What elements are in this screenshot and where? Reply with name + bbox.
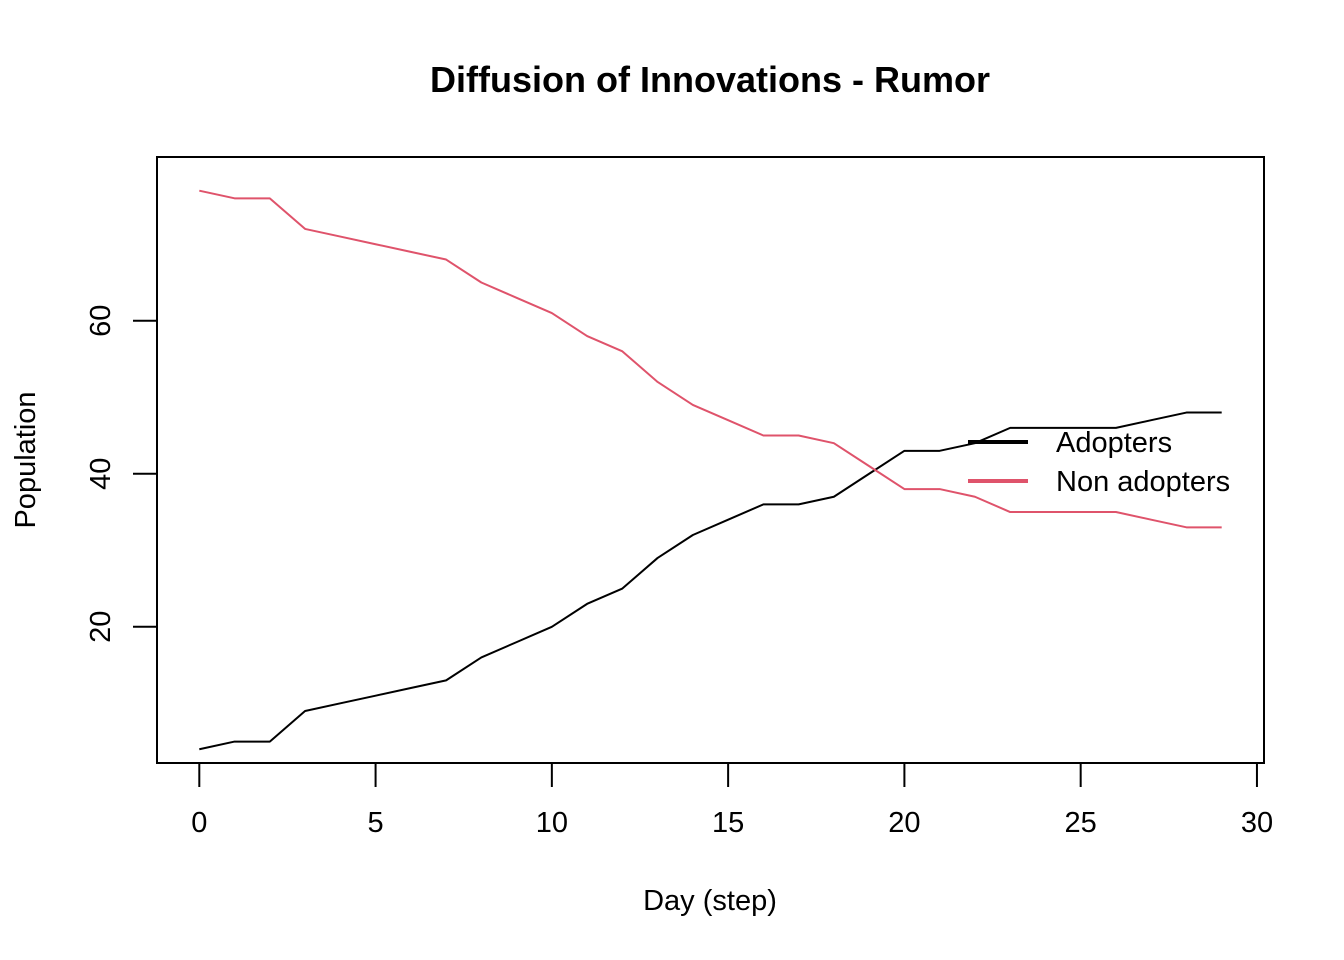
series-group	[199, 189, 1222, 751]
y-tick-label-0: 20	[85, 611, 117, 643]
x-axis-label: Day (step)	[643, 885, 777, 917]
x-tick-label-6: 30	[1241, 807, 1273, 839]
series-line-1	[199, 189, 1222, 529]
chart-title: Diffusion of Innovations - Rumor	[430, 59, 990, 100]
x-tick-label-3: 15	[712, 807, 744, 839]
legend: Adopters Non adopters	[968, 427, 1230, 498]
x-tick-label-0: 0	[191, 807, 207, 839]
y-axis: 20 40 60	[85, 305, 158, 643]
y-axis-label: Population	[10, 391, 42, 528]
x-axis: 0 5 10 15 20 25 30	[191, 762, 1273, 839]
x-tick-label-5: 25	[1065, 807, 1097, 839]
y-tick-label-2: 60	[85, 305, 117, 337]
legend-label-1: Non adopters	[1056, 466, 1230, 498]
legend-label-0: Adopters	[1056, 427, 1172, 459]
series-line-0	[199, 411, 1222, 751]
x-tick-label-1: 5	[368, 807, 384, 839]
x-tick-label-2: 10	[536, 807, 568, 839]
plot-frame	[156, 156, 1265, 764]
x-tick-label-4: 20	[888, 807, 920, 839]
y-tick-label-1: 40	[85, 458, 117, 490]
